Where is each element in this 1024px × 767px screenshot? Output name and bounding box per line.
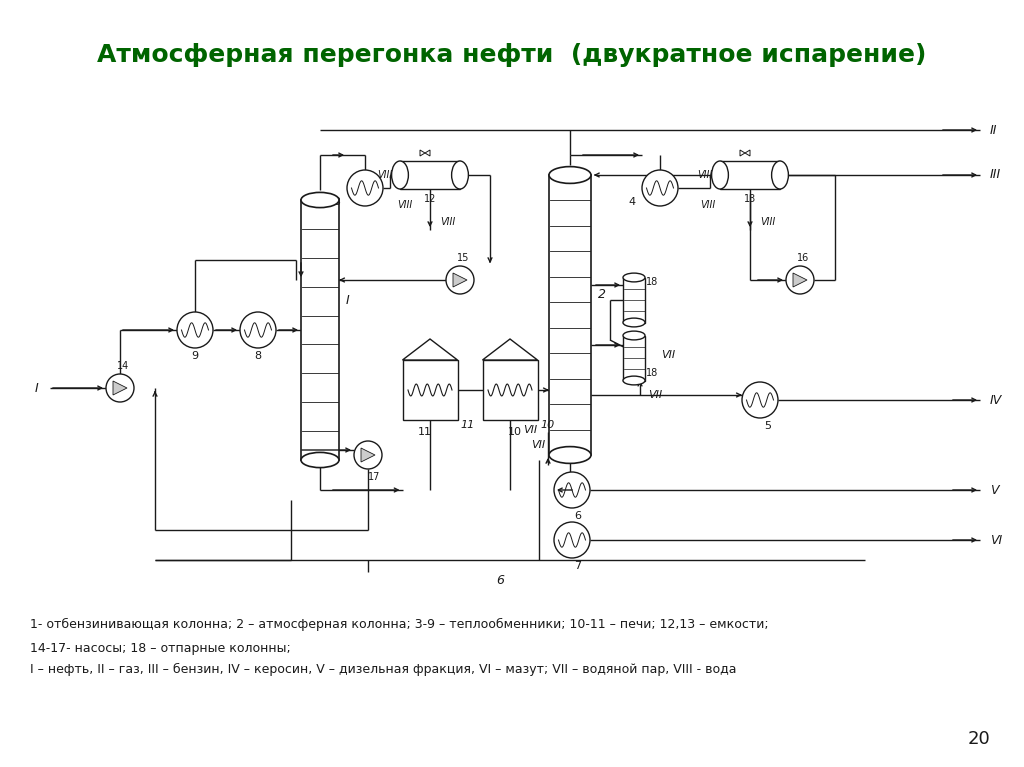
Text: V: V (990, 483, 998, 496)
Circle shape (742, 382, 778, 418)
Text: 16: 16 (797, 253, 809, 263)
Circle shape (554, 522, 590, 558)
Text: I – нефть, II – газ, III – бензин, IV – керосин, V – дизельная фракция, VI – маз: I – нефть, II – газ, III – бензин, IV – … (30, 663, 736, 676)
Text: 18: 18 (646, 277, 658, 287)
Ellipse shape (301, 193, 339, 208)
Bar (623, 278, 645, 322)
Text: VIII: VIII (397, 200, 413, 210)
Circle shape (177, 312, 213, 348)
Circle shape (347, 170, 383, 206)
Bar (301, 200, 339, 460)
Bar (720, 161, 780, 189)
Polygon shape (361, 448, 375, 462)
Text: 3: 3 (334, 197, 341, 207)
Text: I: I (346, 294, 350, 307)
Text: VIII: VIII (697, 170, 713, 180)
Text: 10: 10 (541, 420, 555, 430)
Text: 8: 8 (254, 351, 261, 361)
Ellipse shape (549, 166, 591, 183)
Text: 9: 9 (191, 351, 199, 361)
Text: VII: VII (565, 455, 579, 465)
Text: 7: 7 (574, 561, 582, 571)
Text: 11: 11 (418, 427, 432, 437)
Text: 14: 14 (117, 361, 129, 371)
Circle shape (642, 170, 678, 206)
Ellipse shape (452, 161, 468, 189)
Text: Атмосферная перегонка нефти  (двукратное испарение): Атмосферная перегонка нефти (двукратное … (97, 43, 927, 67)
Text: VIII: VIII (761, 217, 775, 227)
Text: IV: IV (990, 393, 1002, 407)
Bar (402, 360, 458, 420)
Text: 2: 2 (598, 288, 606, 301)
Polygon shape (425, 150, 430, 156)
Text: 13: 13 (743, 194, 756, 204)
Circle shape (554, 472, 590, 508)
Text: VII: VII (523, 425, 537, 435)
Text: III: III (990, 169, 1001, 182)
Polygon shape (740, 150, 745, 156)
Text: VIII: VIII (378, 170, 392, 180)
Circle shape (446, 266, 474, 294)
Text: 5: 5 (765, 421, 771, 431)
Text: 6: 6 (496, 574, 504, 587)
Text: 18: 18 (646, 368, 658, 378)
Ellipse shape (623, 273, 645, 282)
Text: VII: VII (648, 390, 663, 400)
Text: 12: 12 (424, 194, 436, 204)
Ellipse shape (623, 376, 645, 385)
Bar (482, 360, 538, 420)
Polygon shape (793, 273, 807, 287)
Text: I: I (34, 381, 38, 394)
Polygon shape (453, 273, 467, 287)
Polygon shape (745, 150, 750, 156)
Text: II: II (990, 123, 997, 137)
Ellipse shape (549, 446, 591, 463)
Bar (549, 175, 591, 455)
Circle shape (106, 374, 134, 402)
Text: 11: 11 (461, 420, 475, 430)
Text: 10: 10 (508, 427, 522, 437)
Polygon shape (482, 339, 538, 360)
Text: 6: 6 (574, 511, 582, 521)
Circle shape (786, 266, 814, 294)
Text: VIII: VIII (700, 200, 716, 210)
Bar (623, 335, 645, 380)
Text: 1- отбензинивающая колонна; 2 – атмосферная колонна; 3-9 – теплообменники; 10-11: 1- отбензинивающая колонна; 2 – атмосфер… (30, 618, 769, 631)
Text: 4: 4 (629, 197, 636, 207)
Ellipse shape (301, 453, 339, 468)
Text: VI: VI (990, 534, 1002, 547)
Ellipse shape (623, 318, 645, 327)
Polygon shape (420, 150, 425, 156)
Text: VII: VII (530, 440, 545, 450)
Ellipse shape (391, 161, 409, 189)
Text: VII: VII (660, 350, 675, 360)
Text: 20: 20 (968, 730, 990, 748)
Circle shape (240, 312, 276, 348)
Polygon shape (402, 339, 458, 360)
Polygon shape (113, 381, 127, 395)
Bar (400, 161, 460, 189)
Text: 17: 17 (368, 472, 380, 482)
Text: 14-17- насосы; 18 – отпарные колонны;: 14-17- насосы; 18 – отпарные колонны; (30, 642, 291, 655)
Ellipse shape (623, 331, 645, 340)
Ellipse shape (772, 161, 788, 189)
Text: VIII: VIII (440, 217, 456, 227)
Circle shape (354, 441, 382, 469)
Text: 15: 15 (457, 253, 469, 263)
Ellipse shape (712, 161, 728, 189)
